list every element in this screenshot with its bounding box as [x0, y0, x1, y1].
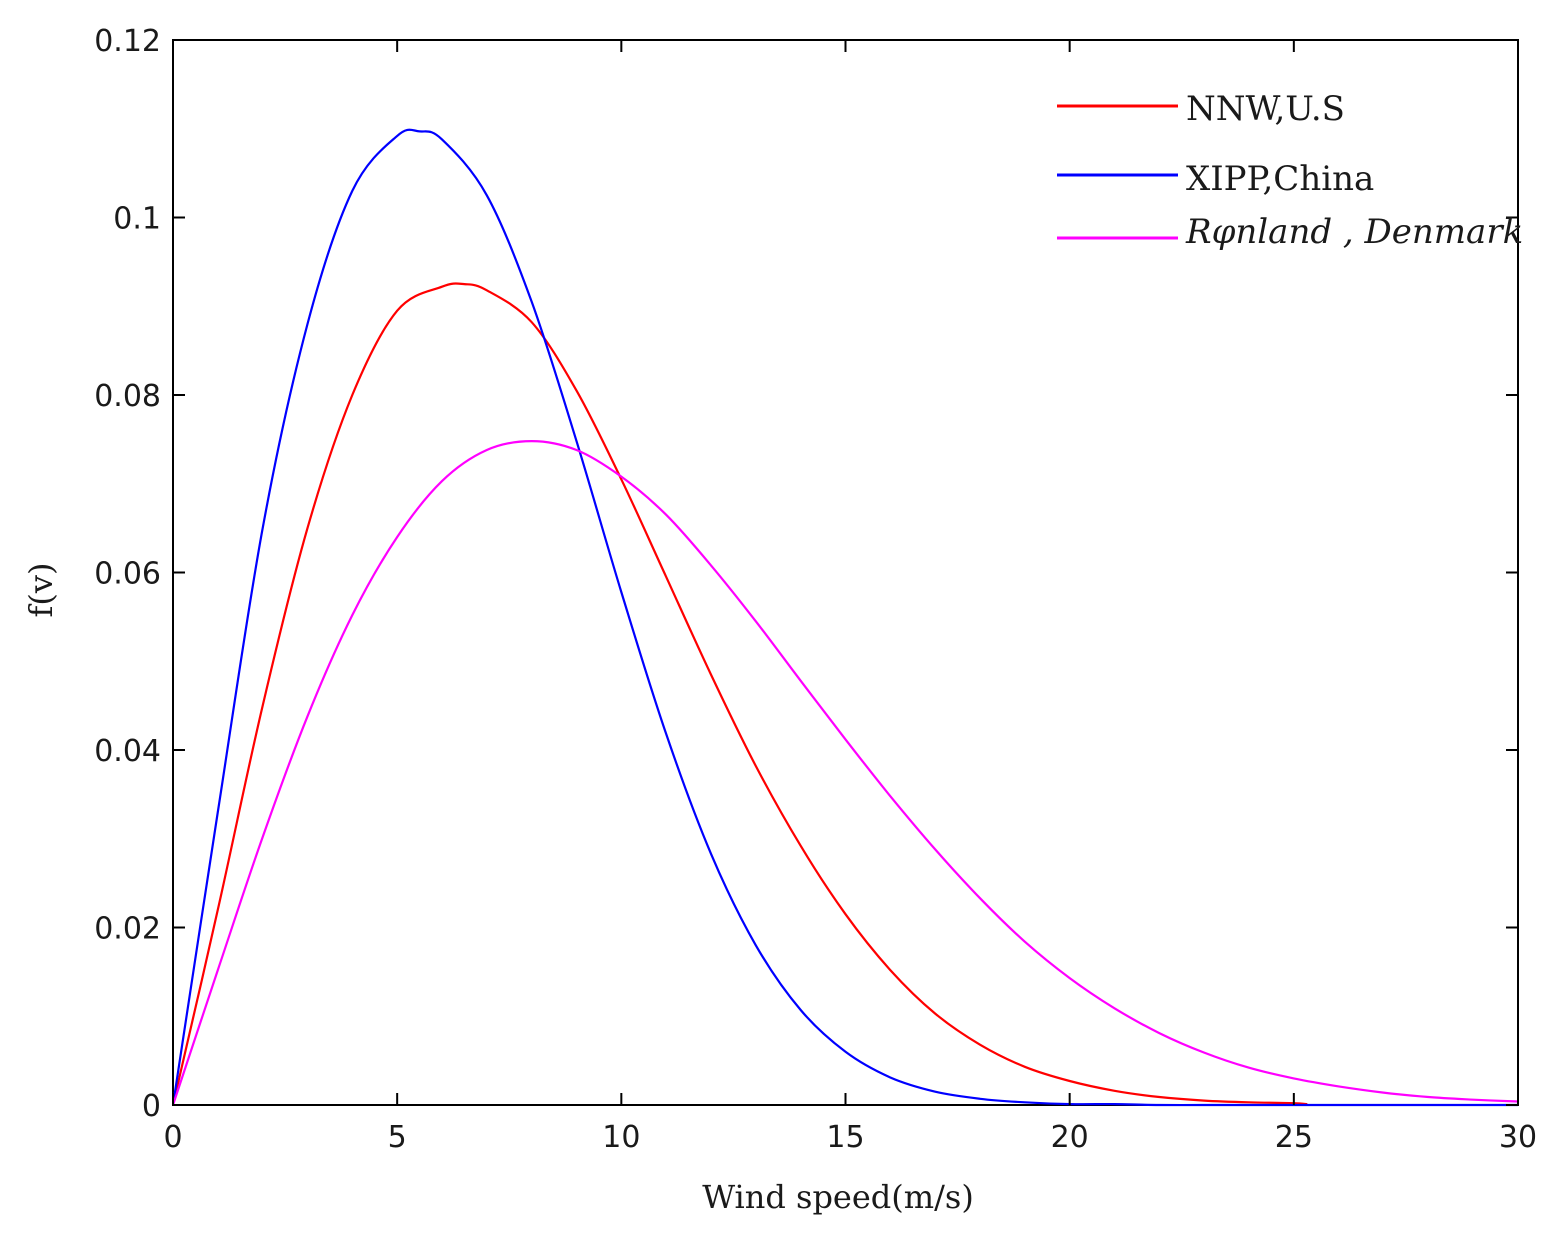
x-tick-label: 30: [1499, 1120, 1537, 1155]
x-tick-label: 0: [163, 1120, 182, 1155]
x-tick-label: 15: [826, 1120, 864, 1155]
y-axis-label: f(v): [22, 563, 60, 618]
tick-labels: 0 5 10 15 20 25 30 0 0.02 0.04 0.06 0.08 0.1 0.12: [94, 24, 1537, 1155]
x-axis-label: Wind speed(m/s): [702, 1178, 974, 1216]
legend-label-ronland: Rφnland , Denmark: [1185, 212, 1523, 252]
y-tick-label: 0: [142, 1089, 161, 1124]
legend: NNW,U.S XIPP,China Rφnland , Denmark: [1057, 89, 1523, 252]
x-tick-label: 5: [388, 1120, 407, 1155]
series-line-nnw: [171, 282, 1308, 1106]
series-line-xipp: [171, 128, 1518, 1107]
series-curves: [171, 128, 1519, 1107]
x-tick-label: 20: [1051, 1120, 1089, 1155]
x-tick-label: 25: [1275, 1120, 1313, 1155]
y-tick-label: 0.1: [113, 202, 161, 237]
y-tick-label: 0.02: [94, 912, 161, 947]
y-tick-label: 0.06: [94, 557, 161, 592]
y-tick-label: 0.08: [94, 379, 161, 414]
legend-label-nnw: NNW,U.S: [1186, 89, 1345, 129]
y-tick-label: 0.12: [94, 24, 161, 59]
x-tick-label: 10: [602, 1120, 640, 1155]
axis-ticks: [172, 39, 1519, 1106]
legend-label-xipp: XIPP,China: [1186, 159, 1374, 199]
series-line-ronland: [171, 440, 1519, 1106]
y-tick-label: 0.04: [94, 734, 161, 769]
